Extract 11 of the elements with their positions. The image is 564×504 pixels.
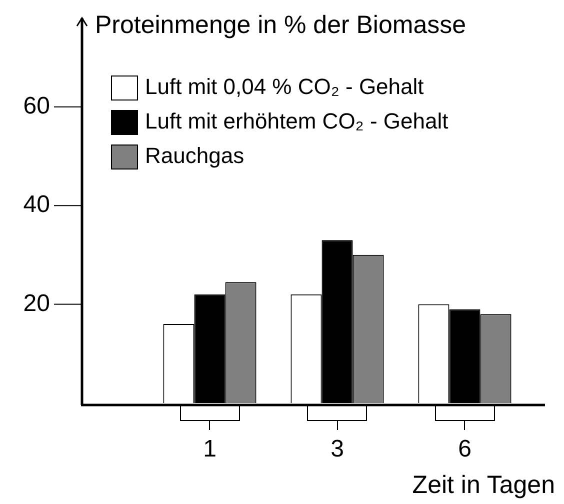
x-axis-title: Zeit in Tagen (412, 470, 555, 499)
y-axis-title: Proteinmenge in % der Biomasse (95, 10, 466, 39)
x-tick-label: 3 (330, 436, 344, 463)
legend-label: Rauchgas (145, 143, 244, 168)
x-tick-label: 1 (203, 436, 216, 463)
y-tick-label: 60 (23, 92, 50, 120)
y-tick-label: 40 (23, 191, 50, 218)
x-tick-label: 6 (458, 436, 472, 463)
y-tick-label: 20 (23, 290, 50, 317)
legend-label: Luft mit 0,04 % CO₂ - Gehalt (145, 74, 424, 100)
legend-label: Luft mit erhöhtem CO₂ - Gehalt (145, 108, 448, 134)
